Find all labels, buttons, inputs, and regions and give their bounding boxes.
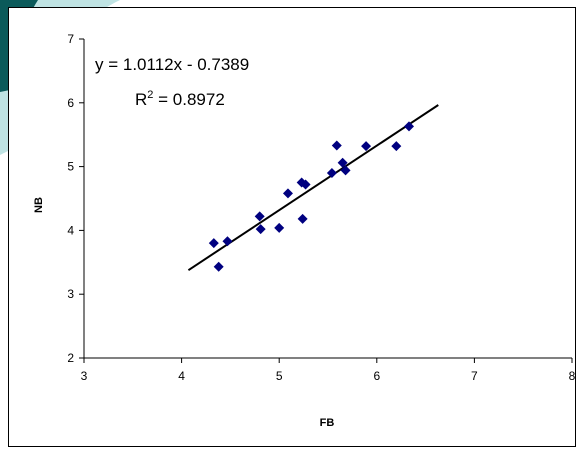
trendline: [187, 104, 439, 272]
r-squared-label: R2 = 0.8972: [135, 89, 225, 109]
r-squared-prefix: R: [135, 90, 147, 109]
data-point: [326, 167, 337, 178]
data-point: [391, 141, 402, 152]
x-tick-label: 6: [373, 369, 380, 383]
data-points-layer: [208, 121, 415, 272]
axes-layer: [79, 38, 573, 363]
data-point: [404, 121, 415, 132]
data-point: [222, 236, 233, 247]
data-point: [255, 224, 266, 235]
x-tick-label: 4: [178, 369, 185, 383]
data-point: [297, 213, 308, 224]
data-point: [208, 238, 219, 249]
x-tick-label: 8: [569, 369, 575, 383]
data-point: [254, 211, 265, 222]
data-point: [361, 141, 372, 152]
trendline-layer: [187, 104, 439, 272]
y-tick-label: 5: [67, 160, 74, 174]
y-tick-label: 3: [67, 287, 74, 301]
data-point: [282, 188, 293, 199]
data-point: [340, 165, 351, 176]
y-tick-label: 7: [67, 32, 74, 46]
r-squared-superscript: 2: [147, 89, 153, 101]
y-tick-label: 2: [67, 351, 74, 365]
data-point: [274, 222, 285, 233]
r-squared-value: = 0.8972: [153, 90, 224, 109]
trendline-equation: y = 1.0112x - 0.7389: [95, 55, 249, 74]
data-point: [213, 261, 224, 272]
data-point: [300, 179, 311, 190]
x-tick-label: 7: [471, 369, 478, 383]
data-point: [331, 140, 342, 151]
y-axis-title: NB: [33, 197, 45, 213]
x-tick-label: 5: [276, 369, 283, 383]
x-tick-label: 3: [81, 369, 88, 383]
data-point: [337, 157, 348, 168]
y-tick-label: 4: [67, 223, 74, 237]
y-tick-label: 6: [67, 96, 74, 110]
x-axis-title: FB: [320, 417, 335, 429]
